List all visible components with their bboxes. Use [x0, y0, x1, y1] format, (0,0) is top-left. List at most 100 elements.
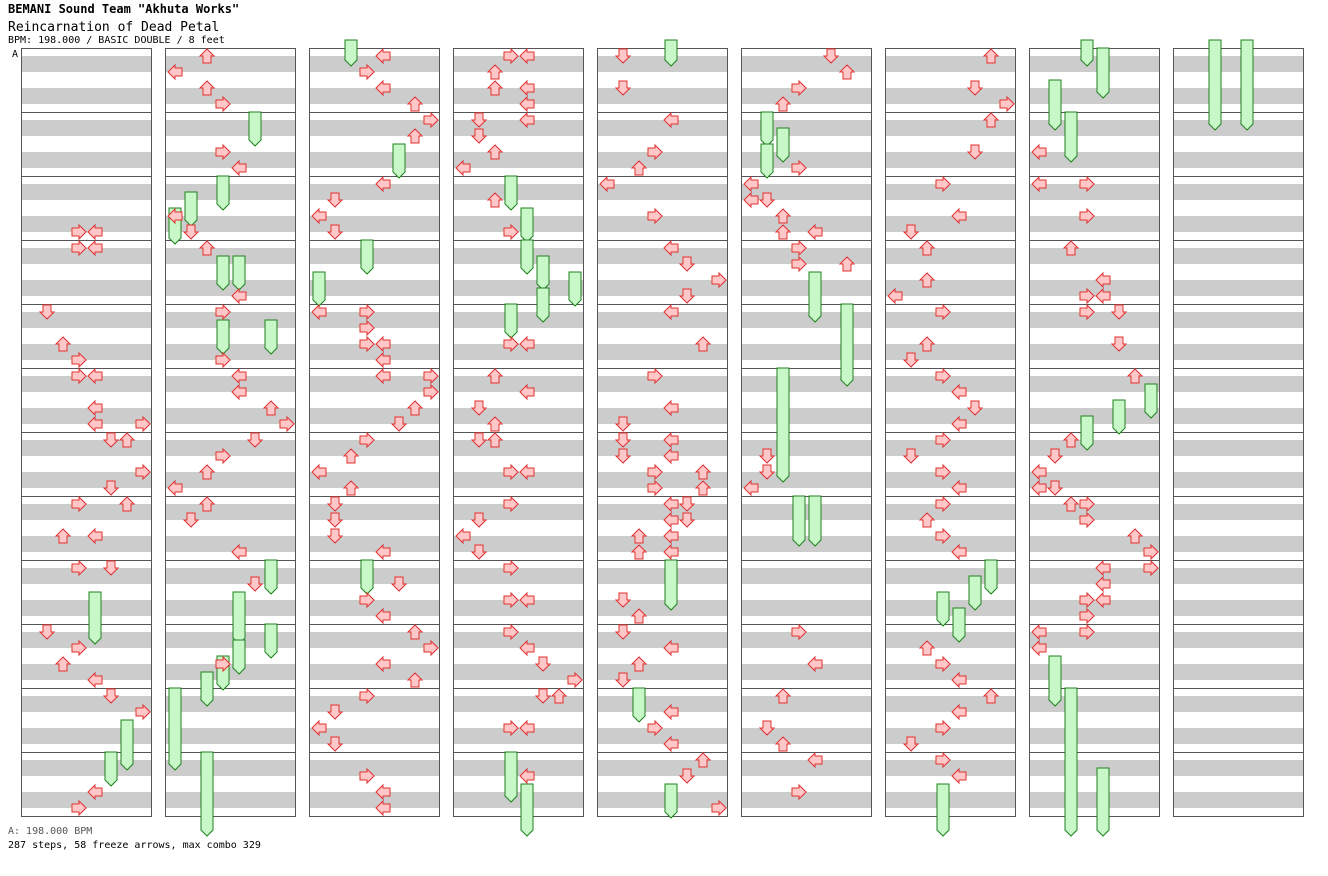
beat-stripe: [1029, 120, 1160, 136]
step-arrow: [359, 687, 375, 705]
step-arrow: [711, 799, 727, 817]
step-arrow: [326, 704, 344, 720]
measure-box: [741, 752, 872, 817]
step-arrow: [326, 512, 344, 528]
step-arrow: [935, 463, 951, 481]
step-arrow: [951, 415, 967, 433]
step-arrow: [503, 463, 519, 481]
beat-stripe: [597, 344, 728, 360]
step-arrow: [390, 576, 408, 592]
beat-stripe: [885, 728, 1016, 744]
step-arrow: [519, 335, 535, 353]
step-arrow: [71, 351, 87, 369]
beat-stripe: [1173, 440, 1304, 456]
beat-stripe: [741, 440, 872, 456]
freeze-arrow: [1112, 399, 1126, 435]
step-arrow: [630, 160, 648, 176]
step-arrow: [215, 655, 231, 673]
beat-stripe: [741, 504, 872, 520]
freeze-arrow: [984, 559, 998, 595]
beat-stripe: [1029, 152, 1160, 168]
step-arrow: [807, 223, 823, 241]
step-arrow: [694, 464, 712, 480]
beat-stripe: [741, 152, 872, 168]
beat-stripe: [165, 472, 296, 488]
beat-stripe: [21, 152, 152, 168]
step-arrow: [982, 112, 1000, 128]
beat-stripe: [1029, 216, 1160, 232]
beat-stripe: [741, 568, 872, 584]
beat-stripe: [1029, 344, 1160, 360]
beat-stripe: [309, 760, 440, 776]
step-arrow: [758, 464, 776, 480]
measure-box: [1173, 752, 1304, 817]
beat-stripe: [597, 760, 728, 776]
freeze-arrow: [344, 39, 358, 67]
step-arrow: [167, 63, 183, 81]
freeze-arrow: [952, 607, 966, 643]
step-arrow: [966, 144, 984, 160]
beat-stripe: [21, 248, 152, 264]
beat-stripe: [741, 792, 872, 808]
step-arrow: [935, 719, 951, 737]
beat-stripe: [1173, 600, 1304, 616]
step-arrow: [1095, 559, 1111, 577]
freeze-arrow: [936, 783, 950, 837]
beat-stripe: [597, 632, 728, 648]
beat-stripe: [885, 600, 1016, 616]
beat-stripe: [165, 600, 296, 616]
beat-stripe: [741, 728, 872, 744]
step-arrow: [375, 799, 391, 817]
step-arrow: [231, 543, 247, 561]
step-arrow: [951, 703, 967, 721]
beat-stripe: [453, 600, 584, 616]
beat-stripe: [21, 600, 152, 616]
freeze-arrow: [360, 559, 374, 595]
freeze-arrow: [232, 639, 246, 675]
beat-stripe: [741, 536, 872, 552]
freeze-arrow: [504, 751, 518, 803]
freeze-arrow: [664, 559, 678, 611]
step-arrow: [935, 495, 951, 513]
step-arrow: [215, 447, 231, 465]
step-arrow: [614, 672, 632, 688]
freeze-arrow: [216, 175, 230, 211]
step-arrow: [375, 607, 391, 625]
step-arrow: [1095, 575, 1111, 593]
step-arrow: [87, 671, 103, 689]
beat-stripe: [309, 152, 440, 168]
beat-stripe: [1173, 728, 1304, 744]
beat-stripe: [885, 216, 1016, 232]
step-arrow: [678, 288, 696, 304]
beat-stripe: [885, 504, 1016, 520]
beat-stripe: [165, 376, 296, 392]
step-arrow: [342, 448, 360, 464]
freeze-arrow: [808, 495, 822, 547]
beat-stripe: [597, 696, 728, 712]
beat-stripe: [597, 312, 728, 328]
bpm-marker-label: A: [12, 49, 19, 60]
beat-stripe: [453, 344, 584, 360]
step-arrow: [663, 399, 679, 417]
step-arrow: [711, 271, 727, 289]
beat-stripe: [741, 664, 872, 680]
freeze-arrow: [312, 271, 326, 307]
step-arrow: [614, 80, 632, 96]
freeze-arrow: [520, 239, 534, 275]
step-arrow: [519, 95, 535, 113]
step-arrow: [822, 48, 840, 64]
beat-stripe: [165, 568, 296, 584]
step-arrow: [519, 767, 535, 785]
beat-stripe: [165, 632, 296, 648]
bpm-summary: A: 198.000 BPM: [8, 826, 93, 837]
step-arrow: [743, 479, 759, 497]
beat-stripe: [21, 664, 152, 680]
step-arrow: [519, 111, 535, 129]
beat-stripe: [165, 440, 296, 456]
step-arrow: [470, 512, 488, 528]
beat-stripe: [1173, 312, 1304, 328]
step-arrow: [951, 767, 967, 785]
step-arrow: [1079, 511, 1095, 529]
step-arrow: [486, 64, 504, 80]
beat-stripe: [309, 88, 440, 104]
